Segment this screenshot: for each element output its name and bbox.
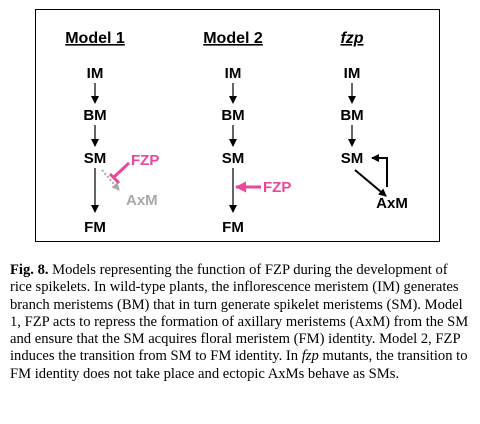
model1-fzp-inhibit-bar <box>108 172 121 185</box>
model-diagram: Model 1 IM BM SM FZP AxM FM Model 2 IM B… <box>65 30 408 236</box>
model2-im-label: IM <box>225 65 242 82</box>
fzp-header: fzp <box>340 30 363 47</box>
model1-fm-label: FM <box>84 219 106 236</box>
model1-bm-label: BM <box>83 107 106 124</box>
model2-fzp-label: FZP <box>263 179 291 196</box>
model1-column: Model 1 IM BM SM FZP AxM FM <box>65 30 159 236</box>
fzp-sm-axm-arrow <box>354 169 387 197</box>
fzp-axm-label: AxM <box>376 195 408 212</box>
fzp-sm-label: SM <box>341 150 364 167</box>
model1-header: Model 1 <box>65 30 125 47</box>
model1-im-label: IM <box>87 65 104 82</box>
model1-sm-axm-arrow <box>101 169 120 191</box>
model2-fm-label: FM <box>222 219 244 236</box>
caption-fzp-italic: fzp <box>301 348 319 365</box>
model-diagram-panel: Model 1 IM BM SM FZP AxM FM Model 2 IM B… <box>35 9 440 242</box>
fzp-bm-label: BM <box>340 107 363 124</box>
caption-text-part2: mutants, the transition to FM identity d… <box>10 348 468 382</box>
model2-bm-label: BM <box>221 107 244 124</box>
figure-caption: Fig. 8. Models representing the function… <box>10 262 472 383</box>
model2-sm-label: SM <box>222 150 245 167</box>
caption-text-part1: Models representing the function of FZP … <box>10 262 469 365</box>
model1-axm-label: AxM <box>126 192 158 209</box>
model2-header: Model 2 <box>203 30 263 47</box>
model1-fzp-label: FZP <box>131 152 159 169</box>
figure-label: Fig. 8. <box>10 262 49 278</box>
model1-fzp-inhibit-line <box>112 161 131 179</box>
model2-column: Model 2 IM BM SM FZP FM <box>203 30 291 236</box>
fzp-axm-sm-feedback-arrow <box>371 154 388 187</box>
fzp-im-label: IM <box>344 65 361 82</box>
fzp-column: fzp IM BM SM AxM <box>340 30 408 212</box>
model1-sm-label: SM <box>84 150 107 167</box>
